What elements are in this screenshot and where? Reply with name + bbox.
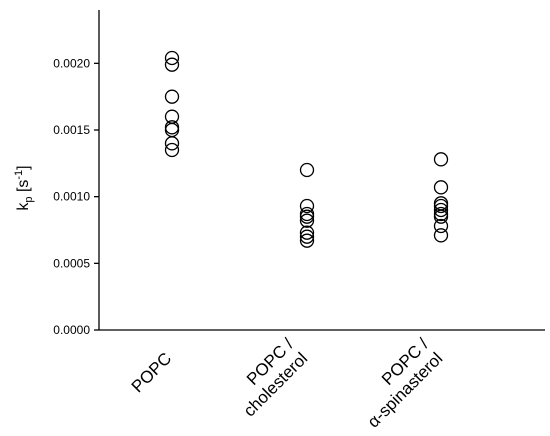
data-point	[299, 225, 315, 240]
data-point	[299, 233, 315, 248]
data-point	[299, 229, 315, 244]
data-point	[299, 162, 315, 178]
y-tick-label: 0.0015	[53, 123, 90, 137]
data-point	[433, 198, 449, 214]
y-axis-title-unit-sup: -1	[13, 170, 25, 180]
data-point	[433, 228, 449, 243]
x-category-label: POPC /α-spinasterol	[350, 335, 447, 432]
y-tick-label: 0.0010	[53, 190, 90, 204]
data-point	[299, 209, 315, 224]
y-tick-label: 0.0005	[53, 256, 90, 270]
y-axis-title: kp [s-1]	[13, 165, 35, 210]
x-category-label: POPC /cholesterol	[226, 335, 312, 421]
y-ticks: 0.0000 0.0005 0.0010 0.0015 0.0020	[53, 56, 99, 337]
data-point	[164, 50, 180, 66]
data-point	[164, 89, 180, 104]
data-point	[164, 142, 180, 158]
y-axis-title-unit-open: [s	[15, 180, 32, 197]
x-category-labels: POPC POPC /cholesterol POPC /α-spinasterol	[128, 335, 447, 432]
data-point	[433, 218, 449, 234]
y-tick-label: 0.0000	[53, 323, 90, 337]
data-point	[164, 57, 180, 72]
y-axis-title-main: k	[15, 202, 32, 211]
data-point	[299, 198, 315, 214]
data-point	[433, 209, 449, 224]
data-point	[299, 213, 315, 228]
data-point	[433, 202, 449, 218]
x-category-label-line: POPC	[128, 349, 176, 397]
data-point	[164, 136, 180, 151]
data-point	[164, 122, 180, 138]
data-point	[433, 152, 449, 167]
y-axis-title-unit-close: ]	[15, 165, 32, 169]
y-axis-title-subscript: p	[23, 197, 35, 203]
y-tick-label: 0.0020	[53, 56, 90, 70]
x-category-label: POPC	[128, 349, 176, 397]
data-point	[433, 180, 449, 195]
data-points	[164, 50, 449, 248]
